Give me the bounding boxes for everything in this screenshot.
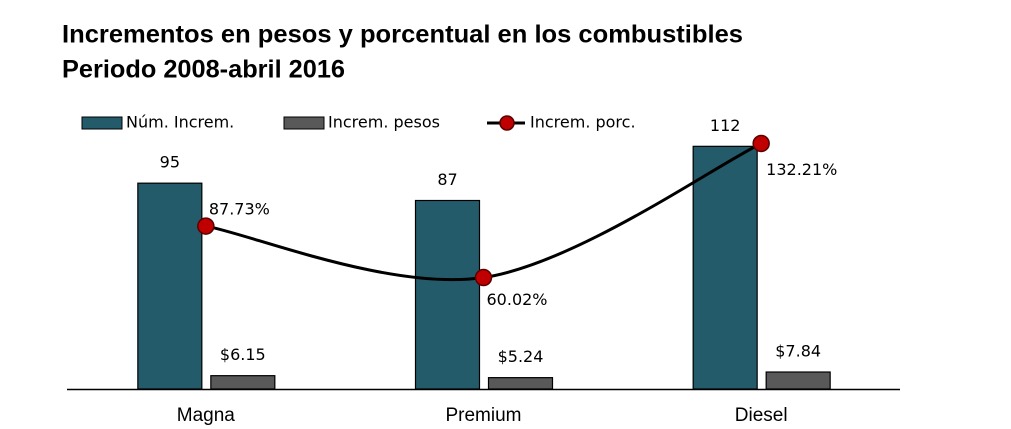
legend-label: Increm. porc.: [530, 113, 636, 132]
data-label: $7.84: [775, 342, 821, 361]
bar: [210, 375, 276, 390]
point: [752, 134, 770, 153]
data-label: 132.21%: [766, 160, 837, 179]
bar: [692, 145, 758, 390]
line: [205, 142, 762, 282]
data-label: $5.24: [498, 347, 544, 366]
legend-swatch: [81, 116, 123, 130]
chart-subtitle: Periodo 2008-abril 2016: [62, 56, 345, 84]
data-label: 87.73%: [209, 200, 270, 219]
data-label: 112: [710, 116, 741, 135]
point: [474, 268, 493, 287]
legend-label: Increm. pesos: [328, 113, 440, 132]
legend-marker: [499, 115, 515, 131]
data-label: 60.02%: [487, 290, 548, 309]
bar: [137, 182, 203, 390]
x-tick-label: Diesel: [735, 405, 788, 426]
bar: [765, 371, 831, 390]
x-tick-label: Premium: [445, 405, 521, 426]
x-tick-label: Magna: [177, 405, 236, 426]
bar: [487, 377, 554, 390]
data-label: $6.15: [220, 345, 266, 364]
point: [197, 217, 215, 235]
legend-swatch: [283, 116, 325, 130]
bar: [414, 199, 481, 390]
data-label: 87: [437, 170, 457, 189]
data-label: 95: [160, 153, 180, 172]
chart-title: Incrementos en pesos y porcentual en los…: [62, 21, 743, 49]
legend-label: Núm. Increm.: [126, 113, 234, 132]
